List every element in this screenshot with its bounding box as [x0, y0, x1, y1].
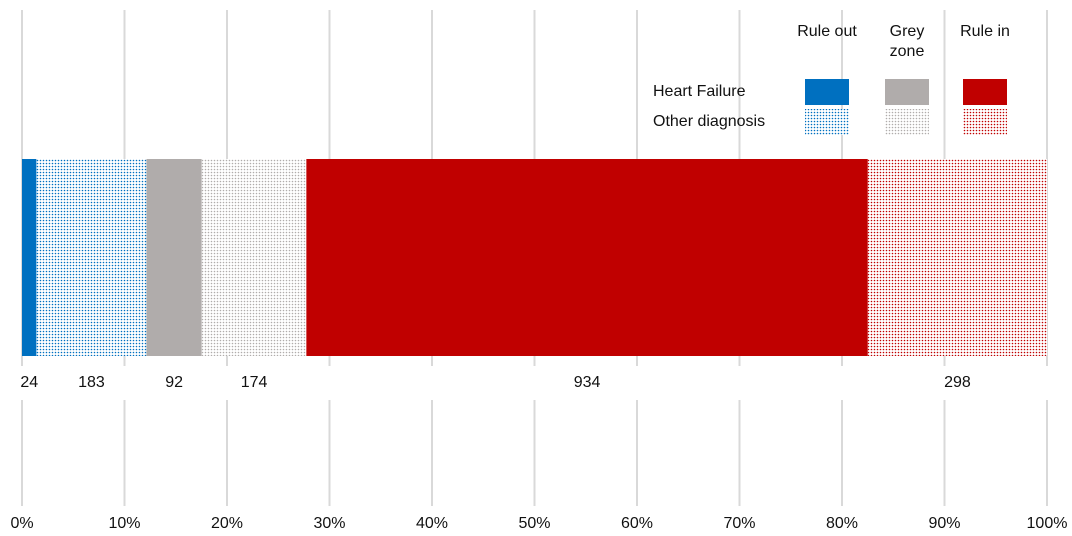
- bar-segment: [146, 159, 202, 356]
- bar-segment: [22, 159, 37, 356]
- bar-segment: [867, 159, 1047, 356]
- x-tick-label: 20%: [211, 515, 243, 532]
- legend-swatch: [963, 79, 1007, 105]
- x-tick-label: 50%: [518, 515, 550, 532]
- x-tick-label: 60%: [621, 515, 653, 532]
- x-tick-label: 10%: [108, 515, 140, 532]
- data-label: 934: [574, 374, 601, 391]
- data-label: 24: [20, 374, 38, 391]
- legend-swatch: [885, 79, 929, 105]
- data-label: 183: [78, 374, 105, 391]
- x-tick-label: 100%: [1027, 515, 1068, 532]
- data-label: 92: [165, 374, 183, 391]
- x-tick-label: 70%: [723, 515, 755, 532]
- legend-label: Heart Failure: [653, 83, 746, 100]
- legend-header: Grey zone: [889, 23, 925, 60]
- x-tick-label: 80%: [826, 515, 858, 532]
- bar-segment: [36, 159, 147, 356]
- x-tick-label: 40%: [416, 515, 448, 532]
- x-tick-label: 90%: [928, 515, 960, 532]
- data-label: 298: [944, 374, 971, 391]
- legend-swatch: [963, 109, 1007, 135]
- legend-label: Other diagnosis: [653, 113, 765, 130]
- legend-header: Rule in: [960, 23, 1010, 40]
- x-tick-label: 0%: [10, 515, 33, 532]
- legend-swatch: [805, 79, 849, 105]
- x-tick-label: 30%: [313, 515, 345, 532]
- bar-segment: [201, 159, 307, 356]
- legend-header: Rule out: [797, 23, 857, 40]
- legend-swatch: [805, 109, 849, 135]
- legend-swatch: [885, 109, 929, 135]
- data-label: 174: [241, 374, 268, 391]
- bar-segment: [306, 159, 868, 356]
